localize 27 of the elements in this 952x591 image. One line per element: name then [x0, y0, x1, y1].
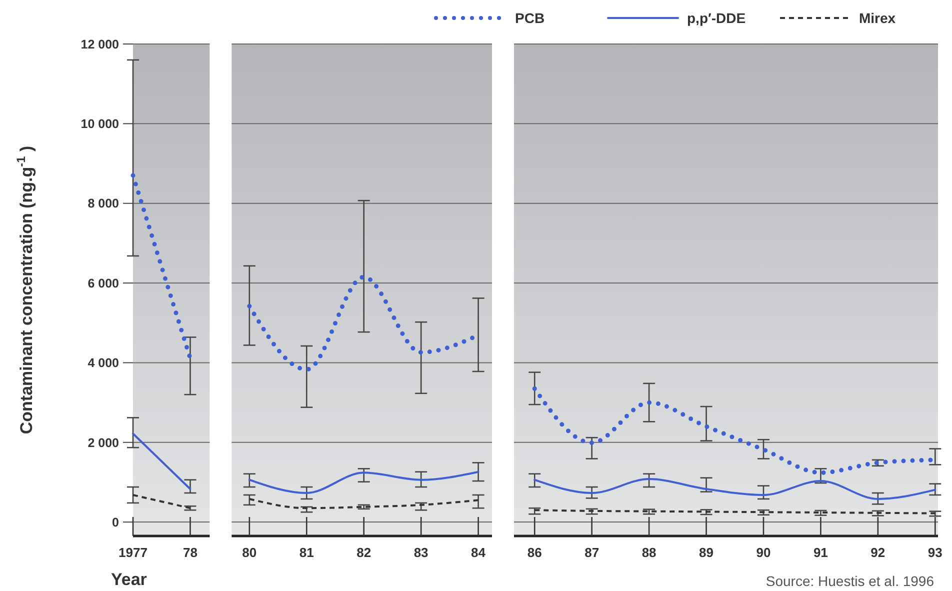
x-tick-label: 89	[699, 545, 714, 560]
legend-label: PCB	[515, 10, 545, 26]
y-tick-label: 10 000	[80, 117, 120, 132]
y-tick-label: 2 000	[88, 436, 120, 450]
x-tick-label: 93	[928, 545, 942, 560]
x-tick-label: 87	[584, 545, 600, 560]
x-tick-label: 82	[356, 545, 372, 560]
x-tick-label: 90	[756, 545, 771, 560]
x-tick-label: 84	[471, 545, 486, 560]
y-tick-label: 0	[112, 515, 120, 530]
x-tick-label: 78	[182, 545, 198, 560]
x-tick-label: 83	[414, 545, 428, 560]
y-tick-label: 8 000	[88, 196, 120, 211]
x-tick-label: 92	[870, 545, 886, 560]
x-tick-label: 91	[813, 545, 828, 560]
y-tick-label: 4 000	[88, 356, 120, 370]
x-tick-label: 80	[242, 545, 257, 560]
x-tick-label: 81	[299, 545, 314, 560]
x-axis-title: Year	[111, 570, 148, 589]
x-tick-label: 86	[527, 545, 542, 560]
x-tick-label: 88	[642, 545, 656, 560]
legend-label: p,p′-DDE	[687, 10, 746, 26]
y-tick-label: 6 000	[88, 276, 120, 290]
source-note: Source: Huestis et al. 1996	[766, 573, 934, 589]
x-tick-label: 1977	[118, 545, 148, 560]
legend-label: Mirex	[859, 10, 896, 26]
y-tick-label: 12 000	[80, 37, 120, 52]
